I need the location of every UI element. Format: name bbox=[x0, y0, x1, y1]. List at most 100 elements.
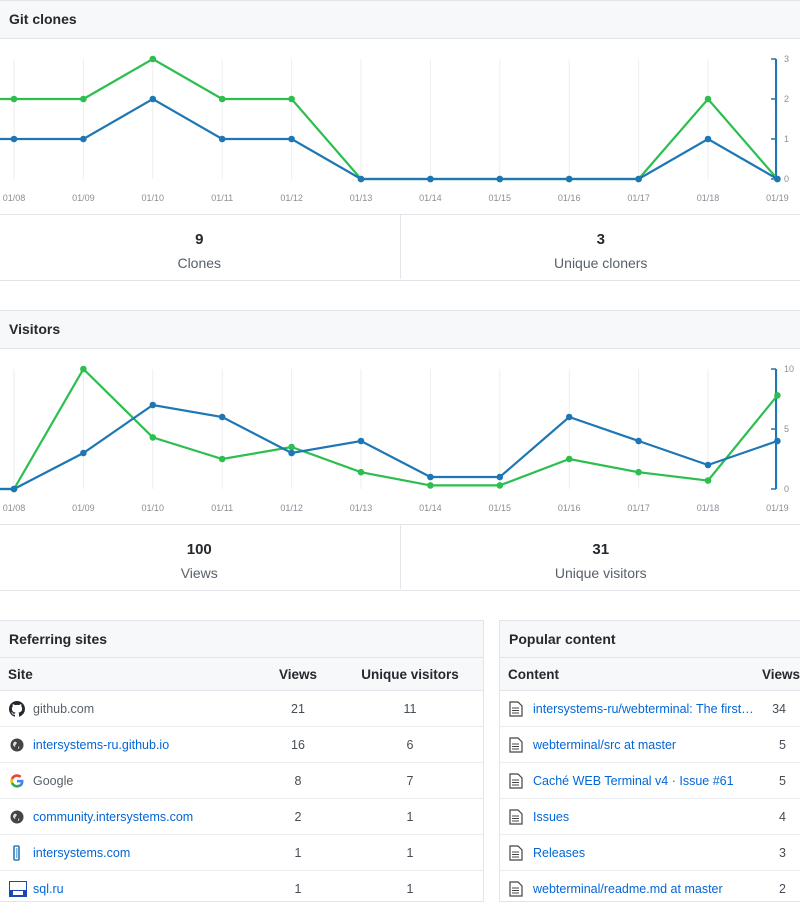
visitors-series-0-point bbox=[150, 434, 157, 441]
visitors-stats: 100 Views 31 Unique visitors bbox=[0, 524, 800, 589]
content-views: 5 bbox=[756, 727, 800, 763]
clones-y-tick-label: 2 bbox=[784, 94, 789, 104]
clones-x-tick-label: 01/14 bbox=[419, 193, 442, 203]
visitors-y-tick-label: 10 bbox=[784, 364, 794, 374]
site-views: 21 bbox=[259, 691, 337, 727]
clones-x-tick-label: 01/19 bbox=[766, 193, 789, 203]
visitors-x-tick-label: 01/16 bbox=[558, 503, 581, 513]
table-row: webterminal/src at master 5 bbox=[500, 727, 800, 763]
clones-series-1-point bbox=[774, 176, 781, 183]
visitors-series-0-point bbox=[288, 444, 295, 451]
visitors-series-1-point bbox=[497, 474, 504, 481]
clones-series-1-point bbox=[219, 136, 226, 143]
clones-series-1-point bbox=[705, 136, 712, 143]
visitors-x-tick-label: 01/18 bbox=[697, 503, 720, 513]
file-icon bbox=[509, 701, 525, 717]
referring-sites-panel: Referring sites Site Views Unique visito… bbox=[0, 620, 484, 902]
unique-cloners-count: 3 bbox=[401, 231, 800, 248]
visitors-x-tick-label: 01/17 bbox=[627, 503, 650, 513]
visitors-x-tick-label: 01/09 bbox=[72, 503, 95, 513]
content-link[interactable]: Releases bbox=[533, 846, 585, 860]
referring-header-row: Site Views Unique visitors bbox=[0, 658, 483, 691]
visitors-x-tick-label: 01/11 bbox=[211, 503, 233, 513]
clones-x-tick-label: 01/11 bbox=[211, 193, 233, 203]
sqlru-icon bbox=[9, 881, 25, 897]
github-icon bbox=[9, 701, 25, 717]
visitors-series-1-point bbox=[566, 414, 573, 421]
clones-series-1-point bbox=[427, 176, 434, 183]
clones-series-0-point bbox=[705, 96, 712, 103]
site-unique: 1 bbox=[337, 799, 483, 835]
visitors-series-0-point bbox=[358, 469, 365, 476]
content-views: 4 bbox=[756, 799, 800, 835]
clones-series-1-point bbox=[358, 176, 365, 183]
content-link[interactable]: Issues bbox=[533, 810, 569, 824]
site-name: Google bbox=[33, 774, 73, 788]
visitors-x-tick-label: 01/15 bbox=[489, 503, 512, 513]
google-icon bbox=[9, 773, 25, 789]
content-link[interactable]: webterminal/readme.md at master bbox=[533, 882, 723, 896]
visitors-series-1-point bbox=[288, 450, 295, 457]
clones-series-1-point bbox=[635, 176, 642, 183]
visitors-series-0-point bbox=[566, 456, 573, 463]
visitors-x-tick-label: 01/08 bbox=[3, 503, 26, 513]
clones-series-1-point bbox=[288, 136, 295, 143]
visitors-series-1-point bbox=[219, 414, 226, 421]
visitors-series-0-point bbox=[497, 482, 504, 489]
popular-header-row: Content Views bbox=[500, 658, 800, 691]
visitors-x-tick-label: 01/10 bbox=[142, 503, 165, 513]
table-row: intersystems.com 1 1 bbox=[0, 835, 483, 871]
table-row: Google 8 7 bbox=[0, 763, 483, 799]
clones-series-1-point bbox=[566, 176, 573, 183]
clones-x-tick-label: 01/17 bbox=[627, 193, 650, 203]
site-views: 16 bbox=[259, 727, 337, 763]
content-views: 2 bbox=[756, 871, 800, 902]
content-link[interactable]: Caché WEB Terminal v4 · Issue #61 bbox=[533, 774, 734, 788]
site-link[interactable]: intersystems.com bbox=[33, 846, 130, 860]
unique-cloners-stat: 3 Unique cloners bbox=[400, 215, 800, 279]
clones-y-tick-label: 1 bbox=[784, 134, 789, 144]
clones-x-tick-label: 01/15 bbox=[489, 193, 512, 203]
site-unique: 1 bbox=[337, 835, 483, 871]
visitors-series-1-point bbox=[80, 450, 87, 457]
views-stat: 100 Views bbox=[0, 525, 400, 589]
table-row: community.intersystems.com 2 1 bbox=[0, 799, 483, 835]
clones-count-label: Clones bbox=[0, 255, 400, 271]
visitors-series-0-point bbox=[427, 482, 434, 489]
site-link[interactable]: sql.ru bbox=[33, 882, 64, 896]
site-views: 1 bbox=[259, 871, 337, 902]
site-link[interactable]: community.intersystems.com bbox=[33, 810, 193, 824]
site-views: 2 bbox=[259, 799, 337, 835]
visitors-y-tick-label: 5 bbox=[784, 424, 789, 434]
clones-title: Git clones bbox=[0, 1, 800, 39]
clones-series-1-line bbox=[0, 99, 777, 179]
site-unique: 1 bbox=[337, 871, 483, 902]
views-column-header: Views bbox=[756, 658, 800, 691]
visitors-y-tick-label: 0 bbox=[784, 484, 789, 494]
file-icon bbox=[509, 845, 525, 861]
visitors-series-0-point bbox=[219, 456, 226, 463]
file-icon bbox=[509, 809, 525, 825]
visitors-x-tick-label: 01/14 bbox=[419, 503, 442, 513]
views-label: Views bbox=[0, 565, 400, 581]
clones-series-1-point bbox=[80, 136, 87, 143]
content-link[interactable]: intersystems-ru/webterminal: The first a… bbox=[533, 702, 755, 716]
site-views: 1 bbox=[259, 835, 337, 871]
site-name: github.com bbox=[33, 702, 94, 716]
popular-content-panel: Popular content Content Views intersyste… bbox=[499, 620, 800, 902]
clones-y-tick-label: 3 bbox=[784, 54, 789, 64]
clones-count: 9 bbox=[0, 231, 400, 248]
site-link[interactable]: intersystems-ru.github.io bbox=[33, 738, 169, 752]
table-row: intersystems-ru.github.io 16 6 bbox=[0, 727, 483, 763]
clones-stats: 9 Clones 3 Unique cloners bbox=[0, 214, 800, 279]
clones-x-tick-label: 01/13 bbox=[350, 193, 373, 203]
site-column-header: Site bbox=[0, 658, 259, 691]
clones-series-1-point bbox=[11, 136, 18, 143]
visitors-series-0-point bbox=[705, 477, 712, 484]
popular-content-table: Content Views intersystems-ru/webtermina… bbox=[500, 658, 800, 902]
content-link[interactable]: webterminal/src at master bbox=[533, 738, 676, 752]
